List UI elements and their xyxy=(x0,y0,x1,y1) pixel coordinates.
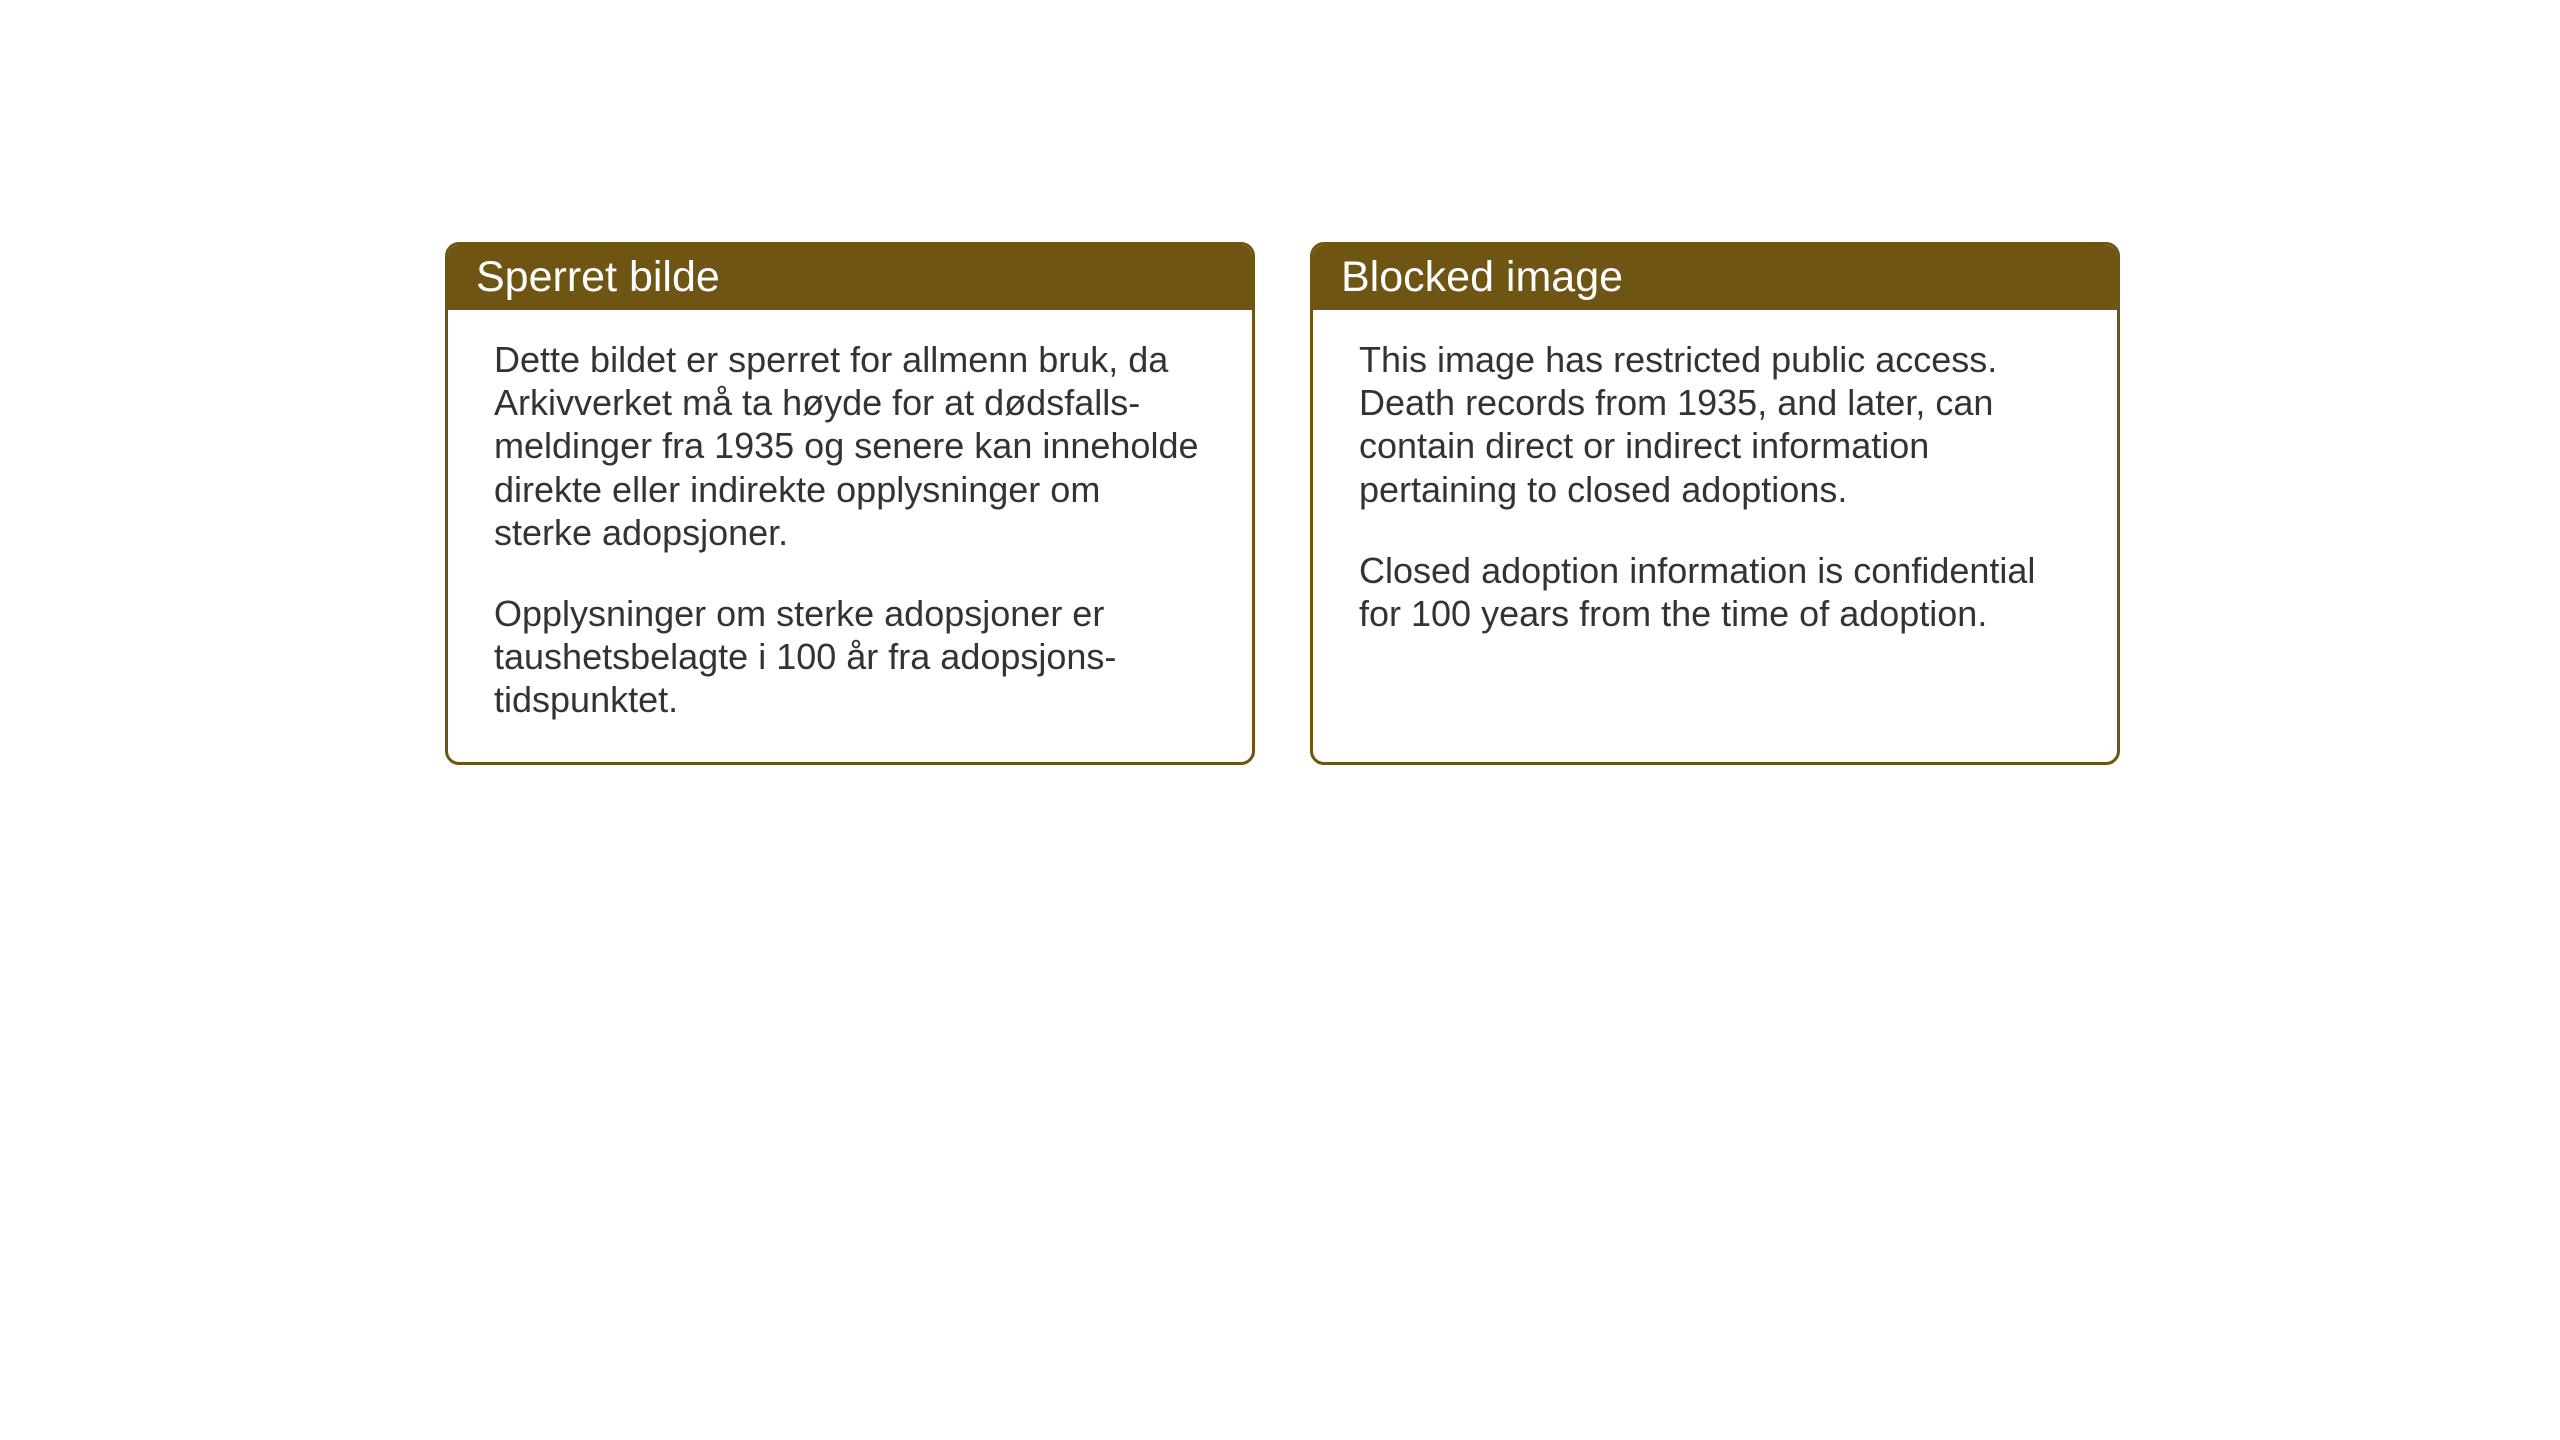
card-header-english: Blocked image xyxy=(1313,245,2117,310)
card-body-english: This image has restricted public access.… xyxy=(1313,310,2117,675)
card-title: Sperret bilde xyxy=(476,253,720,301)
paragraph: Dette bildet er sperret for allmenn bruk… xyxy=(494,338,1206,554)
card-body-norwegian: Dette bildet er sperret for allmenn bruk… xyxy=(448,310,1252,762)
paragraph: Closed adoption information is confident… xyxy=(1359,549,2071,635)
paragraph: Opplysninger om sterke adopsjoner er tau… xyxy=(494,592,1206,722)
card-header-norwegian: Sperret bilde xyxy=(448,245,1252,310)
paragraph: This image has restricted public access.… xyxy=(1359,338,2071,511)
card-norwegian: Sperret bilde Dette bildet er sperret fo… xyxy=(445,242,1255,765)
card-english: Blocked image This image has restricted … xyxy=(1310,242,2120,765)
cards-container: Sperret bilde Dette bildet er sperret fo… xyxy=(445,242,2120,765)
card-title: Blocked image xyxy=(1341,253,1623,301)
